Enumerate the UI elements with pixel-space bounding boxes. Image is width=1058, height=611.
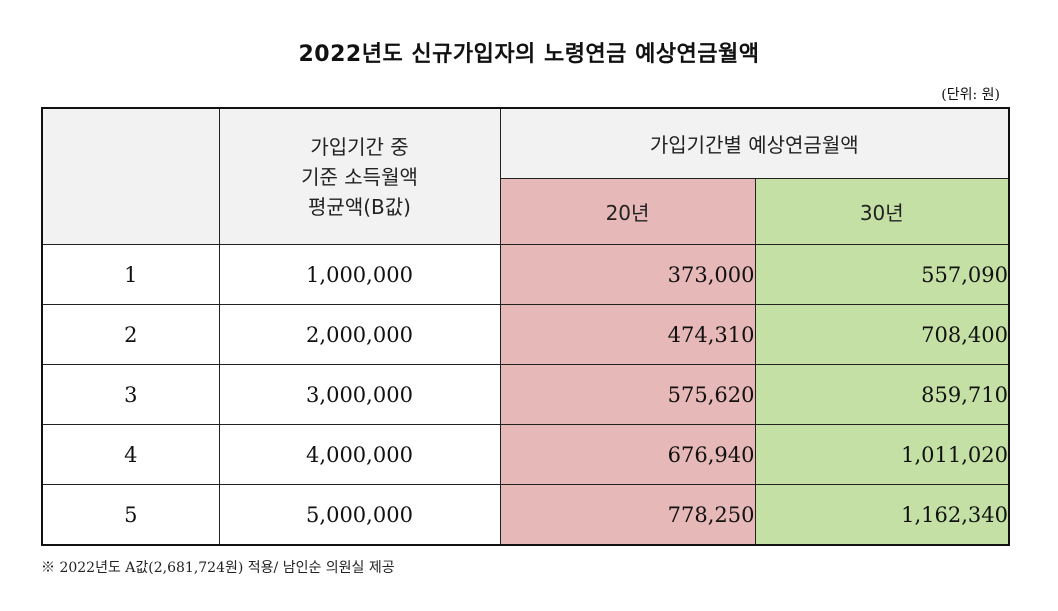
table-row: 5 5,000,000 778,250 1,162,340 [41, 484, 1010, 546]
header-avg-income: 가입기간 중 기준 소득월액 평균액(B값) [218, 107, 501, 245]
row-base-income: 4,000,000 [218, 424, 501, 485]
table-row: 1 1,000,000 373,000 557,090 [41, 244, 1010, 305]
header-avg-line-1: 가입기간 중 [310, 134, 409, 159]
row-index: 3 [41, 364, 220, 425]
row-30-year-pension: 1,011,020 [754, 424, 1010, 485]
document-title: 2022년도 신규가입자의 노령연금 예상연금월액 [298, 42, 760, 67]
row-20-year-pension: 778,250 [499, 484, 756, 546]
row-base-income: 1,000,000 [218, 244, 501, 305]
row-index: 2 [41, 304, 220, 365]
row-30-year-pension: 1,162,340 [754, 484, 1010, 546]
row-20-year-pension: 676,940 [499, 424, 756, 485]
table-row: 2 2,000,000 474,310 708,400 [41, 304, 1010, 365]
unit-label: (단위: 원) [941, 87, 1000, 103]
footnote: ※ 2022년도 A값(2,681,724원) 적용/ 남인순 의원실 제공 [41, 560, 395, 576]
row-30-year-pension: 557,090 [754, 244, 1010, 305]
header-empty-cell [41, 107, 220, 245]
row-20-year-pension: 474,310 [499, 304, 756, 365]
header-group-expected-pension: 가입기간별 예상연금월액 [499, 107, 1010, 179]
pension-table: 가입기간 중 기준 소득월액 평균액(B값) 가입기간별 예상연금월액 20년 … [41, 107, 1011, 546]
table-row: 3 3,000,000 575,620 859,710 [41, 364, 1010, 425]
row-30-year-pension: 859,710 [754, 364, 1010, 425]
row-index: 5 [41, 484, 220, 546]
row-base-income: 2,000,000 [218, 304, 501, 365]
row-index: 4 [41, 424, 220, 485]
row-index: 1 [41, 244, 220, 305]
row-20-year-pension: 373,000 [499, 244, 756, 305]
row-base-income: 3,000,000 [218, 364, 501, 425]
row-base-income: 5,000,000 [218, 484, 501, 546]
header-avg-line-3: 평균액(B값) [308, 194, 411, 219]
table-row: 4 4,000,000 676,940 1,011,020 [41, 424, 1010, 485]
row-20-year-pension: 575,620 [499, 364, 756, 425]
header-20-years: 20년 [499, 178, 756, 245]
row-30-year-pension: 708,400 [754, 304, 1010, 365]
header-30-years: 30년 [754, 178, 1010, 245]
header-avg-line-2: 기준 소득월액 [301, 164, 418, 189]
